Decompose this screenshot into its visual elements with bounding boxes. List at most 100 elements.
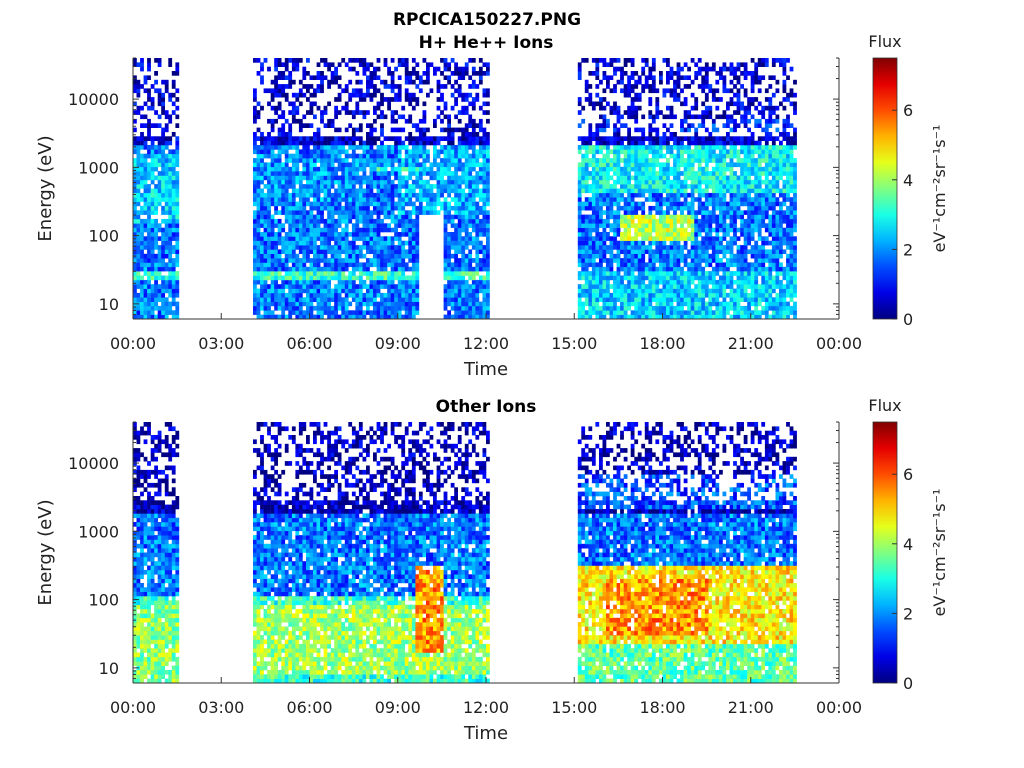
heatmap-cell (136, 314, 141, 320)
heatmap-cell (616, 210, 621, 215)
heatmap-cell (150, 305, 155, 311)
heatmap-cell (256, 184, 261, 189)
heatmap-cell (260, 266, 264, 272)
heatmap-cell (450, 240, 455, 246)
heatmap-cell (602, 184, 607, 189)
heatmap-cell (644, 292, 649, 298)
heatmap-cell (334, 305, 338, 311)
heatmap-cell (687, 271, 691, 276)
heatmap-cell (651, 66, 656, 72)
heatmap-cell (468, 253, 473, 259)
heatmap-cell (358, 79, 363, 85)
heatmap-cell (659, 145, 663, 150)
heatmap-cell (387, 245, 391, 250)
heatmap-cell (641, 292, 646, 298)
heatmap-cell (599, 201, 603, 207)
heatmap-cell (383, 292, 388, 298)
heatmap-cell (288, 197, 293, 202)
heatmap-cell (651, 79, 656, 85)
heatmap-cell (358, 58, 363, 63)
heatmap-cell (461, 266, 466, 272)
heatmap-cell (659, 197, 663, 202)
heatmap-cell (443, 305, 448, 311)
heatmap-cell (634, 262, 639, 268)
heatmap-cell (256, 305, 261, 311)
heatmap-cell (376, 305, 381, 311)
heatmap-cell (641, 201, 646, 207)
heatmap-cell (150, 210, 155, 215)
heatmap-cell (344, 305, 349, 311)
heatmap-cell (313, 314, 317, 320)
heatmap-cell (401, 145, 406, 150)
heatmap-cell (584, 162, 589, 168)
heatmap-cell (362, 140, 367, 146)
heatmap-cell (588, 249, 593, 254)
heatmap-cell (168, 214, 173, 220)
heatmap-cell (133, 266, 137, 272)
heatmap-cell (662, 310, 667, 315)
heatmap-cell (486, 262, 490, 268)
heatmap-cell (154, 262, 158, 268)
heatmap-cell (256, 297, 261, 302)
heatmap-cell (429, 192, 434, 198)
heatmap-cell (404, 175, 409, 181)
heatmap-cell (380, 192, 384, 198)
heatmap-cell (680, 314, 684, 320)
heatmap-cell (443, 101, 448, 107)
heatmap-cell (644, 305, 649, 311)
heatmap-cell (327, 179, 331, 185)
heatmap-cell (147, 132, 151, 137)
heatmap-cell (648, 288, 653, 294)
heatmap-cell (281, 279, 286, 285)
heatmap-cell (390, 275, 395, 281)
heatmap-cell (253, 218, 257, 224)
heatmap-cell (683, 192, 688, 198)
heatmap-cell (655, 145, 660, 150)
heatmap-cell (348, 97, 353, 102)
heatmap-cell (464, 210, 469, 215)
heatmap-cell (394, 66, 398, 72)
heatmap-cell (634, 245, 639, 250)
heatmap-cell (309, 223, 314, 228)
heatmap-cell (270, 214, 275, 220)
heatmap-cell (348, 310, 353, 315)
heatmap-cell (362, 284, 367, 289)
heatmap-cell (673, 197, 677, 202)
heatmap-cell (613, 210, 617, 215)
heatmap-cell (411, 97, 416, 102)
heatmap-cell (411, 227, 416, 233)
heatmap-cell (606, 236, 610, 241)
heatmap-cell (355, 192, 360, 198)
heatmap-cell (651, 279, 656, 285)
heatmap-cell (164, 227, 169, 233)
heatmap-cell (147, 253, 151, 259)
heatmap-cell (408, 171, 413, 176)
heatmap-cell (673, 253, 677, 259)
heatmap-cell (337, 297, 342, 302)
heatmap-cell (588, 127, 593, 133)
heatmap-cell (369, 158, 374, 163)
heatmap-cell (408, 188, 413, 194)
heatmap-cell (457, 210, 462, 215)
heatmap-cell (673, 214, 677, 220)
heatmap-cell (683, 75, 688, 80)
heatmap-cell (288, 218, 293, 224)
heatmap-cell (373, 88, 377, 94)
heatmap-cell (676, 153, 681, 159)
heatmap-cell (288, 214, 293, 220)
heatmap-cell (358, 62, 363, 67)
heatmap-cell (157, 197, 162, 202)
heatmap-cell (358, 92, 363, 98)
heatmap-cell (616, 197, 621, 202)
heatmap-cell (613, 136, 617, 141)
heatmap-cell (355, 249, 360, 254)
heatmap-cell (630, 166, 635, 172)
heatmap-cell (436, 201, 441, 207)
heatmap-cell (418, 153, 423, 159)
heatmap-cell (320, 136, 324, 141)
heatmap-cell (270, 179, 275, 185)
heatmap-cell (486, 266, 490, 272)
heatmap-cell (475, 258, 480, 263)
heatmap-cell (380, 132, 384, 137)
heatmap-cell (387, 288, 391, 294)
